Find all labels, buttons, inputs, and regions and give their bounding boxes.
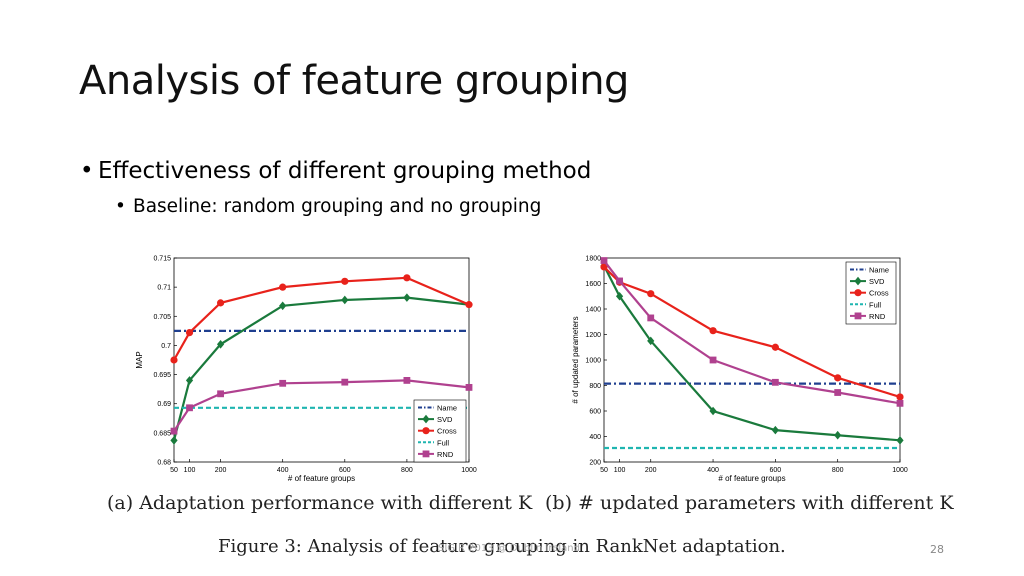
data-point <box>601 257 608 264</box>
data-point <box>186 329 193 336</box>
y-tick-label: 0.715 <box>153 256 171 263</box>
legend: Name SVD Cross Full RND <box>846 262 896 324</box>
data-point <box>279 284 286 291</box>
bullet-level-1-text: Effectiveness of different grouping meth… <box>98 158 591 184</box>
legend: Name SVD Cross Full RND <box>414 400 466 462</box>
data-point <box>186 404 193 411</box>
data-point <box>772 344 779 351</box>
x-tick-label: 400 <box>707 467 719 474</box>
legend-label: Full <box>869 300 881 309</box>
data-point <box>616 278 623 285</box>
y-tick-label: 800 <box>589 383 601 390</box>
y-tick-label: 0.69 <box>157 401 171 408</box>
y-tick-label: 0.705 <box>153 314 171 321</box>
x-tick-label: 50 <box>600 467 608 474</box>
legend-label: Name <box>869 266 889 275</box>
params-vs-groups-chart: 50 100 200 400 600 800 1000 200 400 600 800 1000 120… <box>566 250 912 484</box>
x-tick-label: 400 <box>277 467 289 474</box>
data-point <box>647 315 654 322</box>
x-tick-label: 200 <box>215 467 227 474</box>
legend-label: RND <box>437 450 454 459</box>
legend-marker <box>855 313 862 320</box>
data-point <box>341 379 348 386</box>
legend-label: Full <box>437 438 449 447</box>
footer-text: SIGIR 2013 @ Dublin Ireland <box>438 543 580 554</box>
data-point <box>279 380 286 387</box>
legend-marker <box>422 427 429 434</box>
bullet-level-2: • Baseline: random grouping and no groupi… <box>115 196 541 217</box>
legend-label: Cross <box>437 427 457 436</box>
x-tick-label: 50 <box>170 467 178 474</box>
data-point <box>217 299 224 306</box>
x-axis-label: # of feature groups <box>718 474 785 483</box>
x-tick-label: 800 <box>832 467 844 474</box>
y-tick-label: 1200 <box>585 332 601 339</box>
data-point <box>772 379 779 386</box>
y-tick-label: 600 <box>589 409 601 416</box>
x-tick-label: 1000 <box>461 467 477 474</box>
legend-label: SVD <box>869 277 885 286</box>
caption-b: (b) # updated parameters with different … <box>545 492 954 514</box>
bullet-dot-icon: • <box>115 196 133 217</box>
data-point <box>710 357 717 364</box>
x-tick-label: 600 <box>339 467 351 474</box>
y-tick-label: 1800 <box>585 256 601 263</box>
x-tick-label: 1000 <box>892 467 908 474</box>
data-point <box>897 400 904 407</box>
bullet-level-2-text: Baseline: random grouping and no groupin… <box>133 196 541 217</box>
caption-a: (a) Adaptation performance with differen… <box>107 492 532 514</box>
y-tick-label: 200 <box>589 460 601 467</box>
y-tick-label: 1000 <box>585 358 601 365</box>
y-tick-label: 0.68 <box>157 460 171 467</box>
legend-label: SVD <box>437 415 453 424</box>
legend-label: Cross <box>869 289 889 298</box>
map-vs-groups-chart: 50 100 200 400 600 800 1000 0.68 0.685 0.69 0.695 0… <box>130 250 490 484</box>
slide-title: Analysis of feature grouping <box>79 58 629 104</box>
data-point <box>896 393 903 400</box>
x-tick-label: 100 <box>184 467 196 474</box>
data-point <box>709 327 716 334</box>
data-point <box>403 377 410 384</box>
y-tick-label: 1400 <box>585 307 601 314</box>
y-tick-label: 0.695 <box>153 372 171 379</box>
page-number: 28 <box>930 543 944 556</box>
data-point <box>403 274 410 281</box>
y-tick-label: 400 <box>589 434 601 441</box>
x-tick-label: 600 <box>770 467 782 474</box>
data-point <box>217 390 224 397</box>
data-point <box>465 301 472 308</box>
y-tick-label: 0.7 <box>161 343 171 350</box>
x-tick-label: 800 <box>401 467 413 474</box>
data-point <box>341 278 348 285</box>
data-point <box>170 356 177 363</box>
legend-label: RND <box>869 312 886 321</box>
y-tick-label: 1600 <box>585 281 601 288</box>
y-axis-label: MAP <box>135 351 144 368</box>
data-point <box>834 374 841 381</box>
y-tick-label: 0.71 <box>157 285 171 292</box>
legend-marker <box>854 289 861 296</box>
y-tick-label: 0.685 <box>153 430 171 437</box>
legend-label: Name <box>437 404 457 413</box>
y-axis-label: # of updated parameters <box>571 316 580 403</box>
data-point <box>647 290 654 297</box>
x-tick-label: 100 <box>614 467 626 474</box>
data-point <box>171 428 178 435</box>
x-tick-label: 200 <box>645 467 657 474</box>
bullet-level-1: • Effectiveness of different grouping met… <box>80 158 591 184</box>
data-point <box>834 389 841 396</box>
legend-marker <box>423 451 430 458</box>
bullet-dot-icon: • <box>80 158 98 184</box>
x-axis-label: # of feature groups <box>288 474 355 483</box>
data-point <box>466 384 473 391</box>
